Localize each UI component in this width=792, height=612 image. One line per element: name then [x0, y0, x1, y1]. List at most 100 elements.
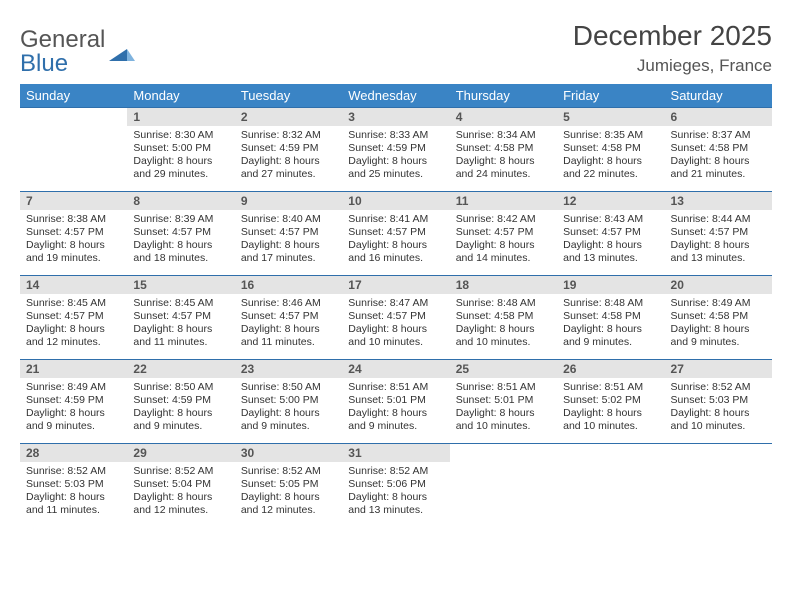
daylight-text-2: and 11 minutes.: [241, 336, 336, 349]
sunrise-text: Sunrise: 8:37 AM: [671, 129, 766, 142]
sunrise-text: Sunrise: 8:52 AM: [348, 465, 443, 478]
calendar-day-cell: 26Sunrise: 8:51 AMSunset: 5:02 PMDayligh…: [557, 360, 664, 444]
daylight-text-1: Daylight: 8 hours: [133, 239, 228, 252]
calendar-day-cell: 30Sunrise: 8:52 AMSunset: 5:05 PMDayligh…: [235, 444, 342, 528]
day-body: Sunrise: 8:32 AMSunset: 4:59 PMDaylight:…: [235, 126, 342, 186]
sunset-text: Sunset: 4:59 PM: [133, 394, 228, 407]
day-number: 17: [342, 276, 449, 294]
daylight-text-1: Daylight: 8 hours: [26, 239, 121, 252]
calendar-day-cell: [20, 108, 127, 192]
sunrise-text: Sunrise: 8:51 AM: [348, 381, 443, 394]
daylight-text-1: Daylight: 8 hours: [133, 491, 228, 504]
calendar-body: 1Sunrise: 8:30 AMSunset: 5:00 PMDaylight…: [20, 108, 772, 528]
day-number: 23: [235, 360, 342, 378]
daylight-text-2: and 11 minutes.: [133, 336, 228, 349]
day-number: 3: [342, 108, 449, 126]
calendar-day-cell: [665, 444, 772, 528]
calendar-day-cell: 3Sunrise: 8:33 AMSunset: 4:59 PMDaylight…: [342, 108, 449, 192]
day-number: 18: [450, 276, 557, 294]
calendar-day-cell: 21Sunrise: 8:49 AMSunset: 4:59 PMDayligh…: [20, 360, 127, 444]
day-number: 24: [342, 360, 449, 378]
day-number: 7: [20, 192, 127, 210]
day-body: Sunrise: 8:33 AMSunset: 4:59 PMDaylight:…: [342, 126, 449, 186]
day-body: Sunrise: 8:47 AMSunset: 4:57 PMDaylight:…: [342, 294, 449, 354]
daylight-text-2: and 13 minutes.: [671, 252, 766, 265]
daylight-text-1: Daylight: 8 hours: [671, 323, 766, 336]
calendar-day-cell: 24Sunrise: 8:51 AMSunset: 5:01 PMDayligh…: [342, 360, 449, 444]
day-number: 6: [665, 108, 772, 126]
daylight-text-2: and 10 minutes.: [348, 336, 443, 349]
weekday-header: Wednesday: [342, 84, 449, 108]
day-number: 12: [557, 192, 664, 210]
day-body: Sunrise: 8:52 AMSunset: 5:05 PMDaylight:…: [235, 462, 342, 522]
day-body: Sunrise: 8:40 AMSunset: 4:57 PMDaylight:…: [235, 210, 342, 270]
sunset-text: Sunset: 4:58 PM: [563, 310, 658, 323]
day-body: Sunrise: 8:37 AMSunset: 4:58 PMDaylight:…: [665, 126, 772, 186]
sunrise-text: Sunrise: 8:42 AM: [456, 213, 551, 226]
weekday-header: Thursday: [450, 84, 557, 108]
day-body: Sunrise: 8:35 AMSunset: 4:58 PMDaylight:…: [557, 126, 664, 186]
calendar-week-row: 21Sunrise: 8:49 AMSunset: 4:59 PMDayligh…: [20, 360, 772, 444]
day-body: Sunrise: 8:50 AMSunset: 5:00 PMDaylight:…: [235, 378, 342, 438]
day-body: Sunrise: 8:51 AMSunset: 5:01 PMDaylight:…: [450, 378, 557, 438]
calendar-day-cell: [450, 444, 557, 528]
daylight-text-1: Daylight: 8 hours: [133, 323, 228, 336]
daylight-text-1: Daylight: 8 hours: [348, 155, 443, 168]
daylight-text-2: and 24 minutes.: [456, 168, 551, 181]
sunset-text: Sunset: 5:05 PM: [241, 478, 336, 491]
daylight-text-1: Daylight: 8 hours: [133, 407, 228, 420]
day-body: Sunrise: 8:30 AMSunset: 5:00 PMDaylight:…: [127, 126, 234, 186]
daylight-text-1: Daylight: 8 hours: [241, 239, 336, 252]
sunrise-text: Sunrise: 8:51 AM: [456, 381, 551, 394]
sunrise-text: Sunrise: 8:45 AM: [26, 297, 121, 310]
sunrise-text: Sunrise: 8:50 AM: [241, 381, 336, 394]
logo-text-blue: Blue: [20, 50, 68, 77]
sunrise-text: Sunrise: 8:43 AM: [563, 213, 658, 226]
sunrise-text: Sunrise: 8:46 AM: [241, 297, 336, 310]
calendar-day-cell: 14Sunrise: 8:45 AMSunset: 4:57 PMDayligh…: [20, 276, 127, 360]
day-number: 31: [342, 444, 449, 462]
weekday-header: Saturday: [665, 84, 772, 108]
day-body: Sunrise: 8:51 AMSunset: 5:02 PMDaylight:…: [557, 378, 664, 438]
day-body: Sunrise: 8:49 AMSunset: 4:59 PMDaylight:…: [20, 378, 127, 438]
month-title: December 2025: [573, 20, 772, 52]
day-number: 11: [450, 192, 557, 210]
day-body: Sunrise: 8:49 AMSunset: 4:58 PMDaylight:…: [665, 294, 772, 354]
daylight-text-1: Daylight: 8 hours: [671, 407, 766, 420]
daylight-text-1: Daylight: 8 hours: [456, 407, 551, 420]
sunset-text: Sunset: 4:59 PM: [241, 142, 336, 155]
sunset-text: Sunset: 4:57 PM: [563, 226, 658, 239]
sunrise-text: Sunrise: 8:38 AM: [26, 213, 121, 226]
calendar-day-cell: 4Sunrise: 8:34 AMSunset: 4:58 PMDaylight…: [450, 108, 557, 192]
calendar-day-cell: 5Sunrise: 8:35 AMSunset: 4:58 PMDaylight…: [557, 108, 664, 192]
calendar-page: General Blue December 2025 Jumieges, Fra…: [0, 0, 792, 538]
day-body: Sunrise: 8:44 AMSunset: 4:57 PMDaylight:…: [665, 210, 772, 270]
daylight-text-2: and 12 minutes.: [133, 504, 228, 517]
daylight-text-1: Daylight: 8 hours: [456, 239, 551, 252]
daylight-text-2: and 16 minutes.: [348, 252, 443, 265]
calendar-day-cell: 11Sunrise: 8:42 AMSunset: 4:57 PMDayligh…: [450, 192, 557, 276]
sunset-text: Sunset: 5:02 PM: [563, 394, 658, 407]
day-body: Sunrise: 8:34 AMSunset: 4:58 PMDaylight:…: [450, 126, 557, 186]
day-number: 15: [127, 276, 234, 294]
daylight-text-1: Daylight: 8 hours: [26, 491, 121, 504]
sunset-text: Sunset: 5:00 PM: [241, 394, 336, 407]
day-body: Sunrise: 8:52 AMSunset: 5:06 PMDaylight:…: [342, 462, 449, 522]
day-body: Sunrise: 8:52 AMSunset: 5:03 PMDaylight:…: [665, 378, 772, 438]
day-body: Sunrise: 8:52 AMSunset: 5:03 PMDaylight:…: [20, 462, 127, 522]
daylight-text-2: and 10 minutes.: [456, 336, 551, 349]
day-number: 1: [127, 108, 234, 126]
calendar-day-cell: 7Sunrise: 8:38 AMSunset: 4:57 PMDaylight…: [20, 192, 127, 276]
sunrise-text: Sunrise: 8:49 AM: [26, 381, 121, 394]
day-body: Sunrise: 8:45 AMSunset: 4:57 PMDaylight:…: [127, 294, 234, 354]
sunrise-text: Sunrise: 8:30 AM: [133, 129, 228, 142]
sunset-text: Sunset: 5:04 PM: [133, 478, 228, 491]
sunset-text: Sunset: 4:57 PM: [348, 226, 443, 239]
calendar-day-cell: 6Sunrise: 8:37 AMSunset: 4:58 PMDaylight…: [665, 108, 772, 192]
daylight-text-2: and 13 minutes.: [348, 504, 443, 517]
sunset-text: Sunset: 5:03 PM: [26, 478, 121, 491]
sunrise-text: Sunrise: 8:40 AM: [241, 213, 336, 226]
day-number: 13: [665, 192, 772, 210]
daylight-text-2: and 9 minutes.: [133, 420, 228, 433]
weekday-header: Sunday: [20, 84, 127, 108]
